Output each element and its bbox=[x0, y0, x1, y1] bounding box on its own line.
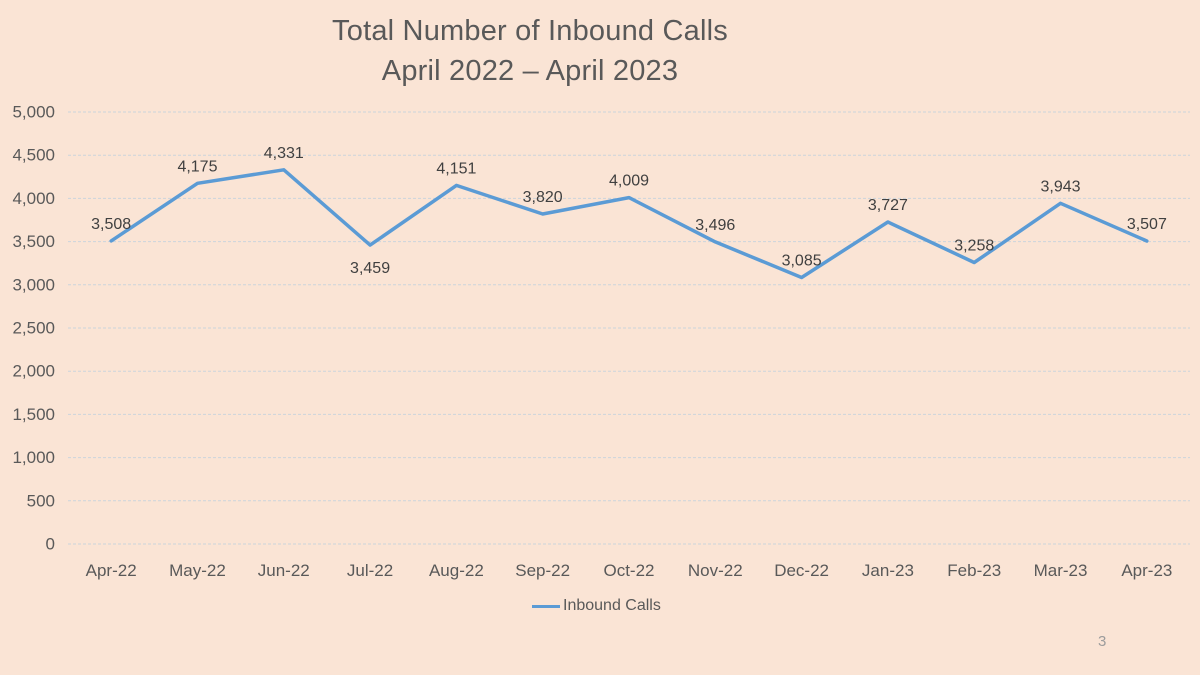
legend-line-swatch bbox=[532, 604, 560, 608]
x-tick-label: Apr-22 bbox=[86, 561, 137, 580]
y-tick-label: 1,000 bbox=[12, 448, 55, 467]
y-tick-label: 3,000 bbox=[12, 275, 55, 294]
data-point-label: 3,258 bbox=[954, 238, 994, 255]
series-line-inbound-calls bbox=[109, 168, 1149, 280]
y-tick-label: 4,500 bbox=[12, 146, 55, 165]
legend-label: Inbound Calls bbox=[563, 597, 661, 614]
data-point-label: 4,175 bbox=[177, 158, 217, 175]
x-tick-label: Oct-22 bbox=[603, 561, 654, 580]
chart-title: Total Number of Inbound Calls April 2022… bbox=[0, 11, 1060, 91]
x-tick-label: Aug-22 bbox=[429, 561, 484, 580]
x-tick-label: Jul-22 bbox=[347, 561, 393, 580]
x-tick-label: Dec-22 bbox=[774, 561, 829, 580]
y-tick-label: 500 bbox=[27, 491, 55, 510]
y-tick-label: 3,500 bbox=[12, 232, 55, 251]
chart-title-line1: Total Number of Inbound Calls bbox=[332, 15, 728, 47]
data-point-label: 3,820 bbox=[523, 189, 563, 206]
data-point-label: 3,496 bbox=[695, 217, 735, 234]
chart-title-line2: April 2022 – April 2023 bbox=[381, 55, 679, 87]
x-tick-label: Jan-23 bbox=[862, 561, 914, 580]
data-point-label: 3,943 bbox=[1041, 178, 1081, 195]
data-point-label: 4,009 bbox=[609, 173, 649, 190]
x-tick-label: Feb-23 bbox=[947, 561, 1001, 580]
data-point-label: 3,508 bbox=[91, 216, 131, 233]
y-tick-label: 1,500 bbox=[12, 405, 55, 424]
data-point-label: 3,507 bbox=[1127, 216, 1167, 233]
x-tick-label: Mar-23 bbox=[1034, 561, 1088, 580]
chart-legend: Inbound Calls bbox=[532, 597, 661, 615]
y-tick-label: 4,000 bbox=[12, 189, 55, 208]
slide-number: 3 bbox=[1098, 633, 1107, 650]
y-tick-label: 2,000 bbox=[12, 362, 55, 381]
data-point-label: 3,727 bbox=[868, 197, 908, 214]
data-point-label: 4,151 bbox=[436, 160, 476, 177]
x-tick-label: May-22 bbox=[169, 561, 226, 580]
y-tick-label: 0 bbox=[46, 535, 55, 554]
y-tick-label: 2,500 bbox=[12, 319, 55, 338]
x-tick-label: Nov-22 bbox=[688, 561, 743, 580]
y-tick-label: 5,000 bbox=[12, 103, 55, 122]
x-tick-label: Sep-22 bbox=[515, 561, 570, 580]
data-point-label: 3,459 bbox=[350, 260, 390, 277]
x-tick-label: Apr-23 bbox=[1121, 561, 1172, 580]
data-point-label: 3,085 bbox=[782, 252, 822, 269]
x-tick-label: Jun-22 bbox=[258, 561, 310, 580]
data-point-label: 4,331 bbox=[264, 145, 304, 162]
